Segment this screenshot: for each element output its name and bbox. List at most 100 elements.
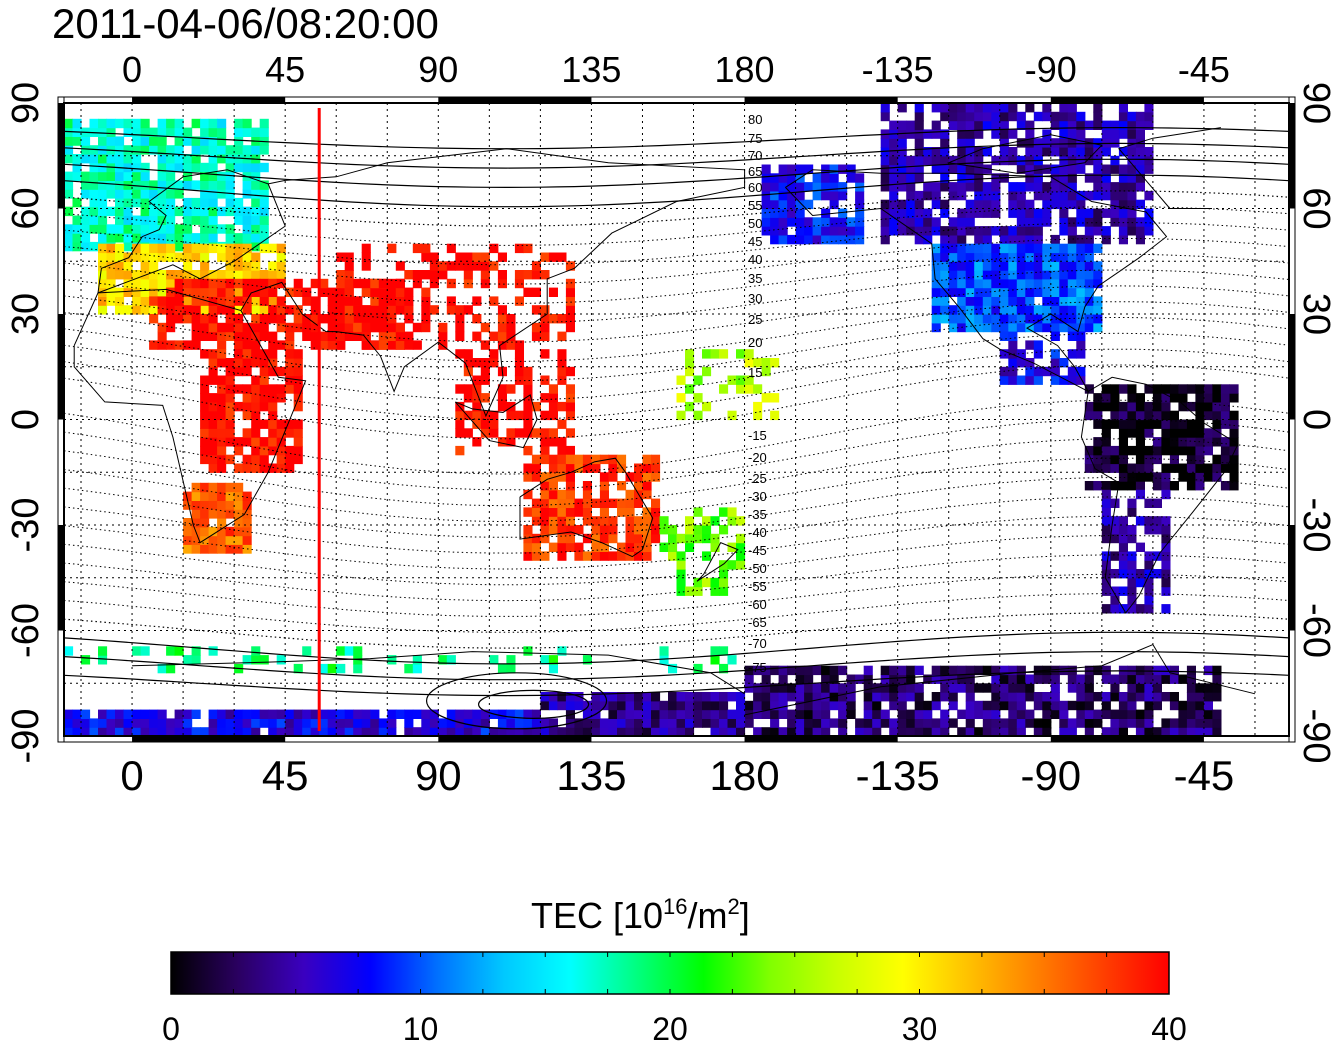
tec-cell bbox=[234, 233, 244, 243]
tec-cell bbox=[1127, 401, 1137, 412]
tec-cell bbox=[1144, 727, 1154, 736]
tec-cell bbox=[106, 136, 116, 146]
tec-cell bbox=[1135, 155, 1145, 166]
tec-cell bbox=[923, 190, 933, 201]
tec-cell bbox=[948, 182, 958, 192]
tec-cell bbox=[200, 206, 210, 217]
tec-cell bbox=[565, 700, 575, 711]
tec-cell bbox=[259, 655, 269, 665]
tec-cell bbox=[999, 147, 1009, 157]
tec-cell bbox=[1050, 331, 1060, 341]
tec-cell bbox=[540, 305, 550, 315]
tec-cell bbox=[472, 393, 482, 403]
tec-cell bbox=[1203, 692, 1213, 702]
tec-cell bbox=[1059, 709, 1069, 719]
tec-cell bbox=[472, 419, 482, 429]
tec-cell bbox=[1067, 129, 1077, 139]
tec-cell bbox=[208, 278, 218, 289]
tec-cell bbox=[1110, 217, 1120, 227]
tec-cell bbox=[591, 718, 601, 728]
tec-cell bbox=[1076, 147, 1086, 157]
tec-cell bbox=[863, 700, 873, 711]
tec-cell bbox=[1101, 586, 1111, 596]
contour-label: -40 bbox=[748, 525, 767, 540]
tec-cell bbox=[123, 145, 133, 155]
tec-cell bbox=[940, 208, 950, 218]
tec-cell bbox=[940, 103, 950, 113]
tec-cell bbox=[991, 665, 1001, 676]
tec-cell bbox=[251, 287, 261, 297]
tec-cell bbox=[1059, 252, 1069, 262]
tec-cell bbox=[659, 542, 669, 552]
tec-cell bbox=[1093, 243, 1103, 254]
tec-cell bbox=[251, 314, 261, 324]
tec-cell bbox=[191, 500, 201, 510]
tec-cell bbox=[336, 252, 346, 262]
tec-cell bbox=[1050, 164, 1060, 174]
tec-cell bbox=[540, 331, 550, 341]
tec-cell bbox=[1084, 278, 1094, 289]
tec-cell bbox=[957, 727, 967, 736]
tec-cell bbox=[115, 252, 125, 262]
tec-cell bbox=[548, 401, 558, 412]
tec-cell bbox=[693, 577, 703, 588]
tec-cell bbox=[123, 252, 133, 262]
tec-cell bbox=[421, 718, 431, 728]
tec-cell bbox=[582, 454, 592, 465]
tec-cell bbox=[293, 366, 303, 377]
tec-cell bbox=[1144, 700, 1154, 711]
tec-cell bbox=[208, 491, 218, 501]
tec-cell bbox=[387, 243, 397, 254]
tec-cell bbox=[404, 305, 414, 315]
tec-cell bbox=[897, 727, 907, 736]
tec-cell bbox=[208, 270, 218, 280]
tec-cell bbox=[1076, 208, 1086, 218]
tec-cell bbox=[1093, 182, 1103, 192]
tec-cell bbox=[208, 500, 218, 510]
tec-cell bbox=[1229, 454, 1239, 465]
tec-cell bbox=[259, 118, 269, 129]
tec-cell bbox=[1084, 147, 1094, 157]
tec-cell bbox=[1101, 700, 1111, 711]
tec-cell bbox=[727, 692, 737, 702]
tec-cell bbox=[1076, 129, 1086, 139]
tec-cell bbox=[1008, 129, 1018, 139]
tec-cell bbox=[872, 700, 882, 711]
tec-cell bbox=[361, 252, 371, 262]
tec-cell bbox=[1059, 375, 1069, 385]
tec-cell bbox=[64, 233, 74, 243]
tec-cell bbox=[1101, 604, 1111, 614]
tec-cell bbox=[1118, 103, 1128, 113]
tec-cell bbox=[421, 322, 431, 333]
tec-cell bbox=[455, 727, 465, 736]
tec-cell bbox=[914, 718, 924, 728]
tec-cell bbox=[1195, 419, 1205, 429]
tec-cell bbox=[991, 287, 1001, 297]
tec-cell bbox=[259, 224, 269, 234]
tec-cell bbox=[480, 375, 490, 385]
tec-cell bbox=[259, 305, 269, 315]
tec-cell bbox=[1084, 226, 1094, 236]
x-tick-label: 0 bbox=[122, 49, 142, 90]
tec-cell bbox=[225, 154, 235, 164]
tec-cell bbox=[531, 472, 541, 482]
tec-cell bbox=[132, 287, 142, 297]
tec-cell bbox=[191, 296, 201, 306]
tec-cell bbox=[523, 718, 533, 728]
tec-cell bbox=[1016, 727, 1026, 736]
tec-cell bbox=[191, 331, 201, 341]
tec-cell bbox=[642, 472, 652, 482]
tec-cell bbox=[208, 419, 218, 429]
frame-band bbox=[744, 97, 898, 103]
tec-cell bbox=[931, 296, 941, 306]
tec-cell bbox=[591, 525, 601, 535]
tec-cell bbox=[974, 182, 984, 192]
tec-cell bbox=[812, 234, 822, 245]
tec-cell bbox=[1076, 217, 1086, 227]
tec-cell bbox=[1186, 445, 1196, 456]
tec-cell bbox=[336, 270, 346, 280]
tec-cell bbox=[225, 278, 235, 289]
tec-cell bbox=[166, 252, 176, 262]
tec-cell bbox=[1127, 709, 1137, 719]
tec-cell bbox=[242, 278, 252, 289]
